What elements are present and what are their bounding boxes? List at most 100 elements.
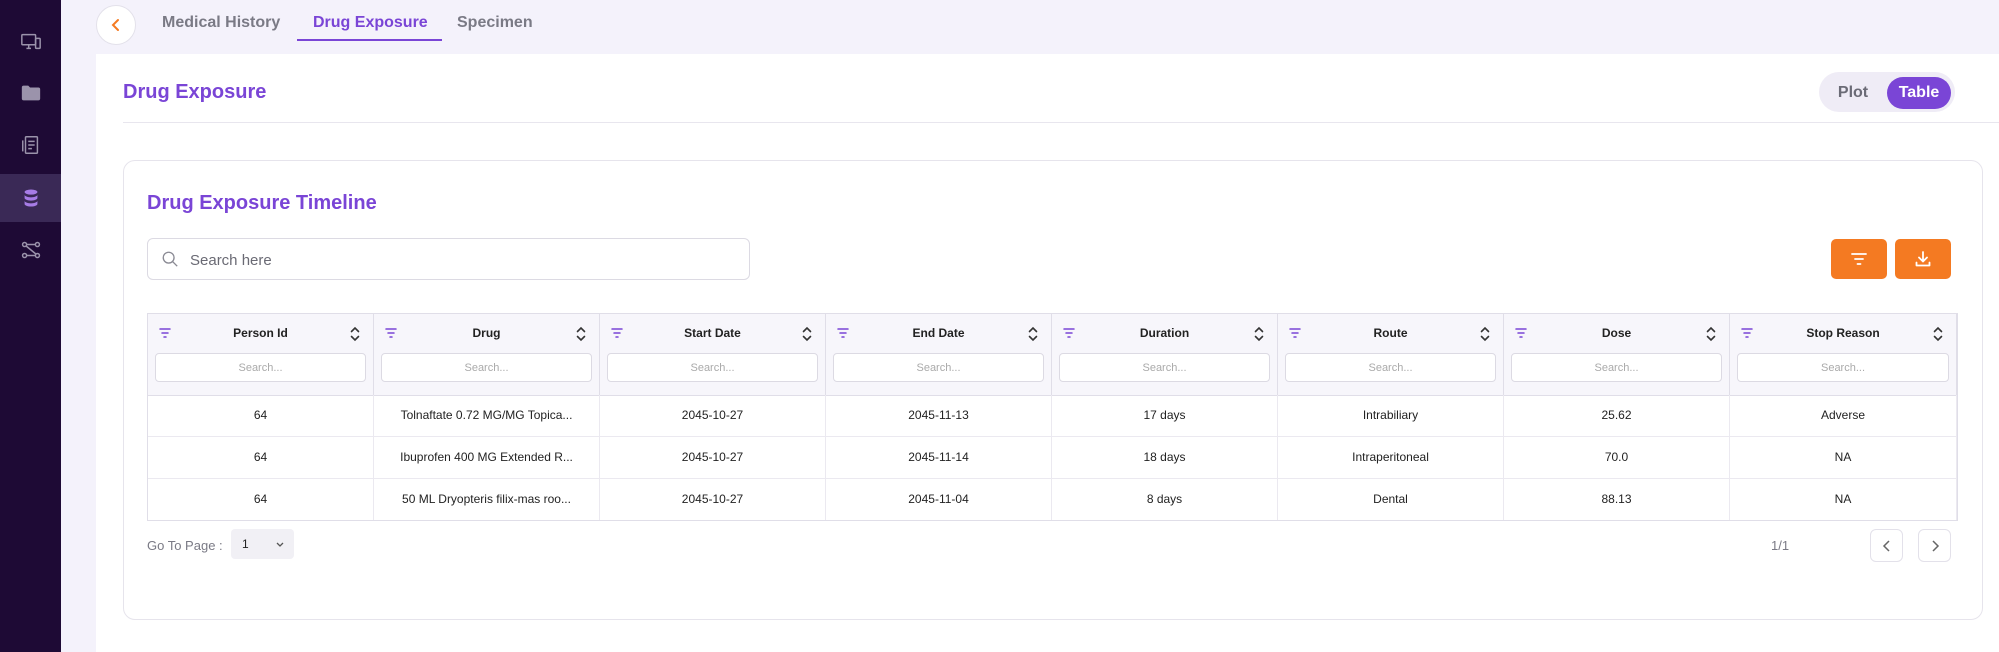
column-title: Dose <box>1601 326 1632 340</box>
column-title: Drug <box>472 326 501 340</box>
table-cell: 88.13 <box>1504 479 1730 520</box>
column-title: End Date <box>912 326 965 340</box>
sort-icon[interactable] <box>1027 325 1039 343</box>
sort-icon[interactable] <box>575 325 587 343</box>
back-button[interactable] <box>96 5 136 45</box>
table-cell: 2045-10-27 <box>600 437 826 478</box>
column-filter-input[interactable] <box>1285 353 1496 382</box>
table-cell: NA <box>1730 479 1957 520</box>
table-toggle-option[interactable]: Table <box>1887 77 1951 109</box>
sidebar-item-workflow[interactable] <box>0 226 61 274</box>
table-cell: 25.62 <box>1504 395 1730 436</box>
table-cell: 50 ML Dryopteris filix-mas roo... <box>374 479 600 520</box>
column-filter-input[interactable] <box>1059 353 1270 382</box>
table-cell: 64 <box>148 479 374 520</box>
next-page-button[interactable] <box>1918 529 1951 562</box>
tab-medical-history[interactable]: Medical History <box>162 14 281 31</box>
column-filter-icon[interactable] <box>384 326 398 340</box>
filter-icon <box>1851 253 1867 265</box>
table-cell: Dental <box>1278 479 1504 520</box>
chevron-right-icon <box>1931 539 1939 552</box>
table-cell: Ibuprofen 400 MG Extended R... <box>374 437 600 478</box>
column-header-start-date: Start Date <box>600 314 826 395</box>
column-filter-icon[interactable] <box>1740 326 1754 340</box>
sort-icon[interactable] <box>1932 325 1944 343</box>
column-filter-input[interactable] <box>607 353 818 382</box>
drug-exposure-table: Person Id Drug Start Date End Date Duration R… <box>147 313 1958 521</box>
column-filter-icon[interactable] <box>1514 326 1528 340</box>
search-icon <box>162 251 178 267</box>
column-title: Start Date <box>684 326 741 340</box>
table-cell: 70.0 <box>1504 437 1730 478</box>
sidebar-item-folder[interactable] <box>0 69 61 117</box>
column-filter-input[interactable] <box>1511 353 1722 382</box>
sort-icon[interactable] <box>801 325 813 343</box>
search-input[interactable] <box>188 239 732 281</box>
column-filter-input[interactable] <box>381 353 592 382</box>
prev-page-button[interactable] <box>1870 529 1903 562</box>
column-filter-input[interactable] <box>155 353 366 382</box>
column-header-duration: Duration <box>1052 314 1278 395</box>
column-filter-input[interactable] <box>1737 353 1949 382</box>
download-button[interactable] <box>1895 239 1951 279</box>
table-cell: 64 <box>148 437 374 478</box>
page-title: Drug Exposure <box>123 81 267 103</box>
tab-specimen[interactable]: Specimen <box>457 14 533 31</box>
top-tab-bar: Medical History Drug Exposure Specimen <box>96 0 1999 54</box>
column-title: Person Id <box>233 326 288 340</box>
database-icon <box>24 189 37 207</box>
chevron-left-icon <box>1882 539 1890 552</box>
table-cell: Adverse <box>1730 395 1957 436</box>
folder-icon <box>21 85 40 101</box>
table-cell: 2045-10-27 <box>600 395 826 436</box>
table-cell: 2045-11-14 <box>826 437 1052 478</box>
download-icon <box>1915 251 1931 267</box>
table-cell: 64 <box>148 395 374 436</box>
sort-icon[interactable] <box>1479 325 1491 343</box>
divider <box>123 122 1999 123</box>
table-header: Person Id Drug Start Date End Date Duration R… <box>148 314 1957 396</box>
page-count: 1/1 <box>1771 538 1790 553</box>
table-cell: Intrabiliary <box>1278 395 1504 436</box>
column-header-stop-reason: Stop Reason <box>1730 314 1957 395</box>
sort-icon[interactable] <box>1253 325 1265 343</box>
main-content: Medical History Drug Exposure Specimen D… <box>96 0 1999 652</box>
devices-icon <box>20 33 41 50</box>
sidebar-item-document[interactable] <box>0 121 61 169</box>
table-cell: 2045-11-04 <box>826 479 1052 520</box>
column-filter-icon[interactable] <box>836 326 850 340</box>
workflow-icon <box>21 241 40 259</box>
table-cell: 18 days <box>1052 437 1278 478</box>
column-filter-icon[interactable] <box>610 326 624 340</box>
goto-page-select[interactable]: 1 <box>231 529 294 559</box>
column-header-person-id: Person Id <box>148 314 374 395</box>
tab-drug-exposure[interactable]: Drug Exposure <box>313 14 428 31</box>
chevron-left-icon <box>111 19 119 31</box>
sidebar-item-devices[interactable] <box>0 18 61 66</box>
document-icon <box>21 136 38 154</box>
column-filter-icon[interactable] <box>158 326 172 340</box>
search-box <box>147 238 750 281</box>
table-cell: 17 days <box>1052 395 1278 436</box>
sidebar-item-database[interactable] <box>0 174 61 222</box>
table-row[interactable]: 64 Ibuprofen 400 MG Extended R... 2045-10-… <box>148 437 1957 479</box>
chevron-down-icon <box>276 542 284 547</box>
table-row[interactable]: 64 50 ML Dryopteris filix-mas roo... 2045-… <box>148 479 1957 520</box>
column-header-end-date: End Date <box>826 314 1052 395</box>
column-filter-icon[interactable] <box>1288 326 1302 340</box>
column-header-route: Route <box>1278 314 1504 395</box>
sort-icon[interactable] <box>1705 325 1717 343</box>
table-cell: NA <box>1730 437 1957 478</box>
column-filter-input[interactable] <box>833 353 1044 382</box>
table-cell: 2045-11-13 <box>826 395 1052 436</box>
filter-button[interactable] <box>1831 239 1887 279</box>
sort-icon[interactable] <box>349 325 361 343</box>
plot-toggle-option[interactable]: Plot <box>1837 84 1869 101</box>
active-tab-indicator <box>297 39 442 41</box>
column-filter-icon[interactable] <box>1062 326 1076 340</box>
table-row[interactable]: 64 Tolnaftate 0.72 MG/MG Topica... 2045-10… <box>148 395 1957 437</box>
column-title: Route <box>1373 326 1408 340</box>
card-title: Drug Exposure Timeline <box>147 192 377 214</box>
column-title: Duration <box>1139 326 1190 340</box>
timeline-card: Drug Exposure Timeline Person Id Drug Star… <box>123 160 1983 620</box>
